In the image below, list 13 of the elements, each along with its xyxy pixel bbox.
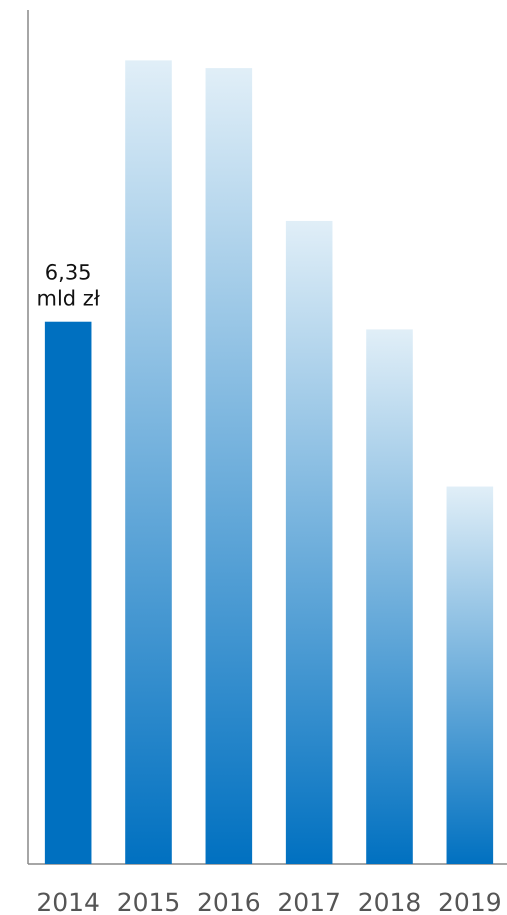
x-tick-label: 2016 <box>197 888 261 915</box>
x-tick-label: 2017 <box>277 888 341 915</box>
bar <box>206 68 252 864</box>
bar <box>446 486 494 864</box>
data-label: 6,35 mld zł <box>36 260 100 311</box>
bar <box>366 329 413 864</box>
bar <box>44 322 92 864</box>
x-tick-label: 2018 <box>358 888 422 915</box>
bar <box>286 220 332 864</box>
bar <box>125 60 172 864</box>
x-tick-label: 2014 <box>36 888 100 915</box>
x-tick-label: 2015 <box>116 888 180 915</box>
x-tick-label: 2019 <box>438 888 502 915</box>
